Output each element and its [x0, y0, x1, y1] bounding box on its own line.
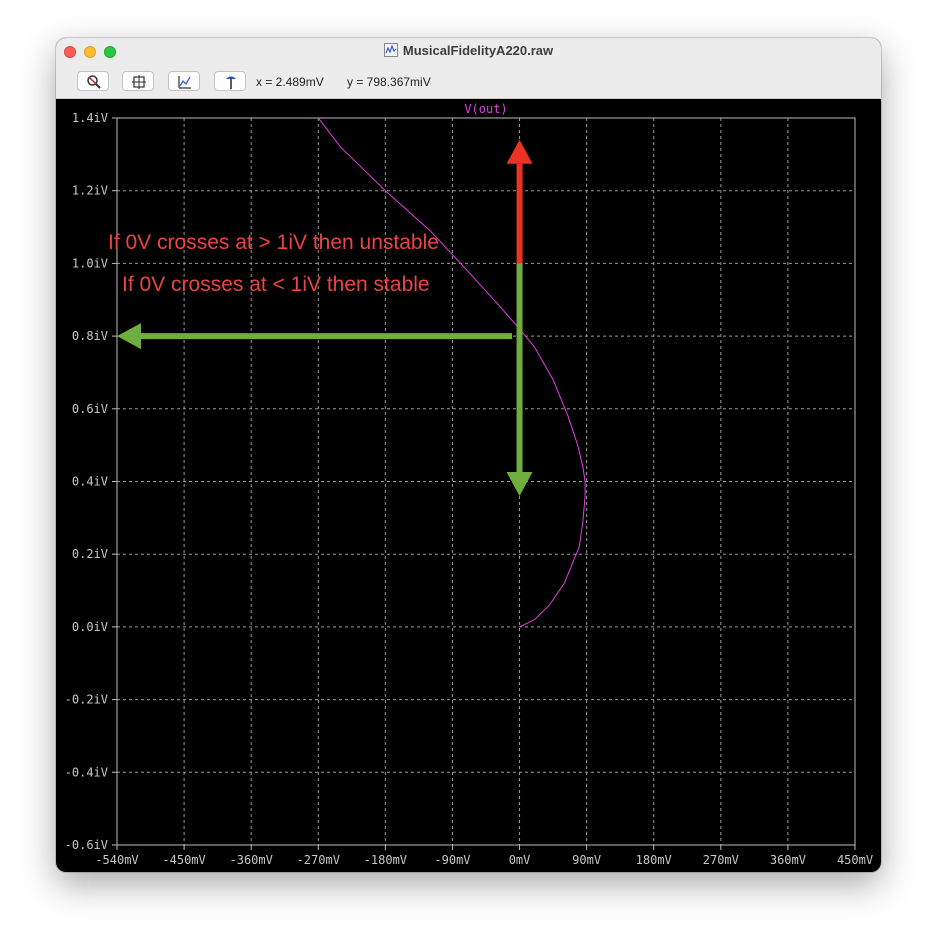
- x-axis: -540mV -450mV -360mV -270mV -180mV -90mV 0mV 90…: [95, 845, 873, 867]
- y-tick-label: 1.2iV: [72, 184, 108, 198]
- x-coordinate-readout: x = 2.489mV: [256, 75, 324, 89]
- x-tick-label: 450mV: [837, 853, 873, 867]
- x-tick-label: 360mV: [770, 853, 806, 867]
- y-tick-label: 0.0iV: [72, 620, 108, 634]
- y-coordinate-readout: y = 798.367miV: [347, 75, 431, 89]
- title-bar: MusicalFidelityA220.raw: [56, 38, 881, 99]
- series-group: [317, 117, 586, 628]
- y-tick-label: -0.4iV: [65, 765, 108, 779]
- waveform-doc-icon: [383, 43, 398, 57]
- trace-label[interactable]: V(out): [464, 102, 507, 116]
- y-tick-label: 1.4iV: [72, 111, 108, 125]
- x-tick-label: -180mV: [364, 853, 407, 867]
- minimize-button[interactable]: [84, 46, 96, 58]
- y-tick-label: 1.0iV: [72, 256, 108, 270]
- plot-settings-button[interactable]: [168, 71, 200, 91]
- y-tick-label: -0.6iV: [65, 838, 108, 852]
- window-title: MusicalFidelityA220.raw: [56, 43, 881, 58]
- series-line-vout: [317, 117, 586, 628]
- x-tick-label: -90mV: [434, 853, 470, 867]
- x-tick-label: 90mV: [572, 853, 601, 867]
- x-tick-label: 270mV: [703, 853, 739, 867]
- annotation-arrow-head: [117, 323, 141, 350]
- plot-settings-icon: [178, 76, 191, 89]
- x-tick-label: -450mV: [162, 853, 205, 867]
- grid: [116, 117, 856, 846]
- plot-area[interactable]: 1.4iV 1.2iV 1.0iV 0.8iV 0.6iV 0.4iV 0.2iV 0.0iV…: [56, 98, 881, 872]
- probe-icon: [226, 76, 236, 89]
- y-axis: 1.4iV 1.2iV 1.0iV 0.8iV 0.6iV 0.4iV 0.2iV 0.0iV…: [65, 111, 117, 852]
- toolbar: x = 2.489mV y = 798.367miV: [56, 68, 881, 98]
- autorange-button[interactable]: [122, 71, 154, 91]
- x-tick-label: -360mV: [230, 853, 273, 867]
- y-tick-label: 0.6iV: [72, 402, 108, 416]
- x-tick-label: 0mV: [509, 853, 531, 867]
- stable-annotation: If 0V crosses at < 1iV then stable: [122, 273, 430, 296]
- zoom-button[interactable]: [104, 46, 116, 58]
- x-tick-label: 180mV: [636, 853, 672, 867]
- x-tick-label: -270mV: [297, 853, 340, 867]
- unstable-annotation: If 0V crosses at > 1iV then unstable: [108, 231, 439, 254]
- annotation-arrows: [117, 139, 533, 497]
- annotation-arrow-head: [506, 139, 533, 164]
- close-button[interactable]: [64, 46, 76, 58]
- window-title-text: MusicalFidelityA220.raw: [402, 43, 554, 58]
- y-tick-label: -0.2iV: [65, 693, 108, 707]
- autorange-icon: [132, 75, 146, 89]
- y-tick-label: 0.4iV: [72, 475, 108, 489]
- plot-window: MusicalFidelityA220.raw: [56, 38, 881, 872]
- probe-button[interactable]: [214, 71, 246, 91]
- y-tick-label: 0.8iV: [72, 329, 108, 343]
- zoom-tool-button[interactable]: [77, 71, 109, 91]
- annotation-arrow-head: [506, 472, 533, 497]
- x-tick-label: -540mV: [95, 853, 138, 867]
- zoom-tool-icon: [87, 75, 101, 89]
- y-tick-label: 0.2iV: [72, 547, 108, 561]
